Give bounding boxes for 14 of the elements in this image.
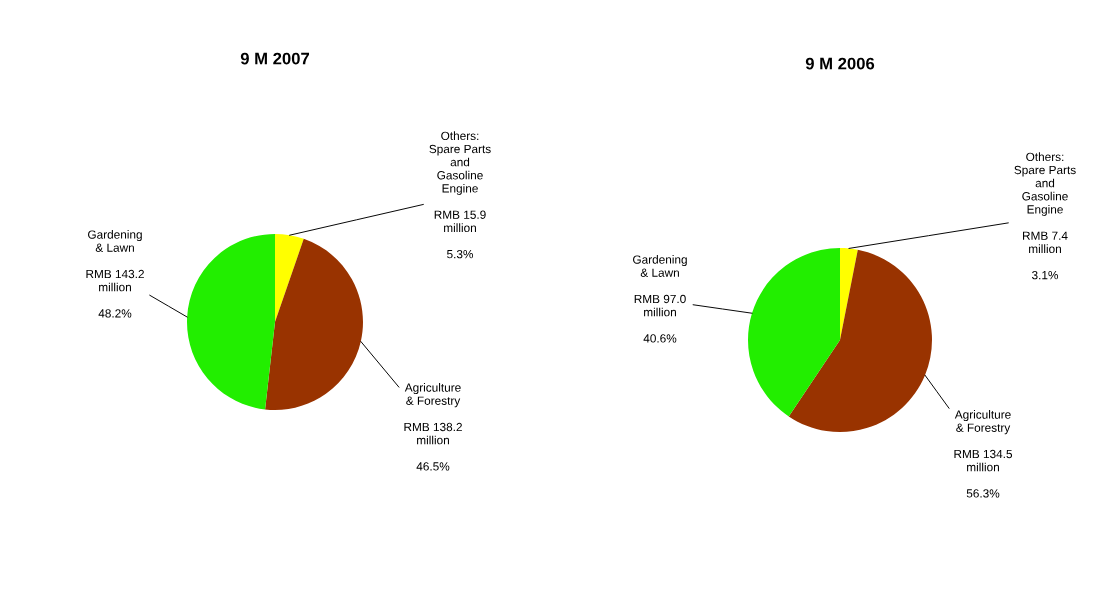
text: RMB 97.0 million 40.6% [634, 294, 686, 343]
slice-label: Gardening & Lawn [88, 230, 142, 252]
slice-label: Agriculture & Forestry [404, 383, 461, 408]
slice-label: Others: Spare Parts and Gasoline Engine [429, 131, 491, 195]
slice-label: Agriculture & Forestry [954, 410, 1011, 435]
slice-label: Gardening & Lawn [633, 255, 687, 277]
text: RMB 15.9 million 5.3% [434, 210, 486, 259]
text: RMB 7.4 million 3.1% [1023, 231, 1068, 280]
text: RMB 143.2 million 48.2% [86, 269, 144, 318]
chart-title: 9 M 2006 [805, 57, 875, 70]
slice-label: Others: Spare Parts and Gasoline Engine [1014, 152, 1076, 216]
text: RMB 138.2 million 46.5% [404, 422, 462, 471]
chart-title: 9 M 2007 [240, 52, 310, 65]
text: RMB 134.5 million 56.3% [954, 449, 1013, 498]
